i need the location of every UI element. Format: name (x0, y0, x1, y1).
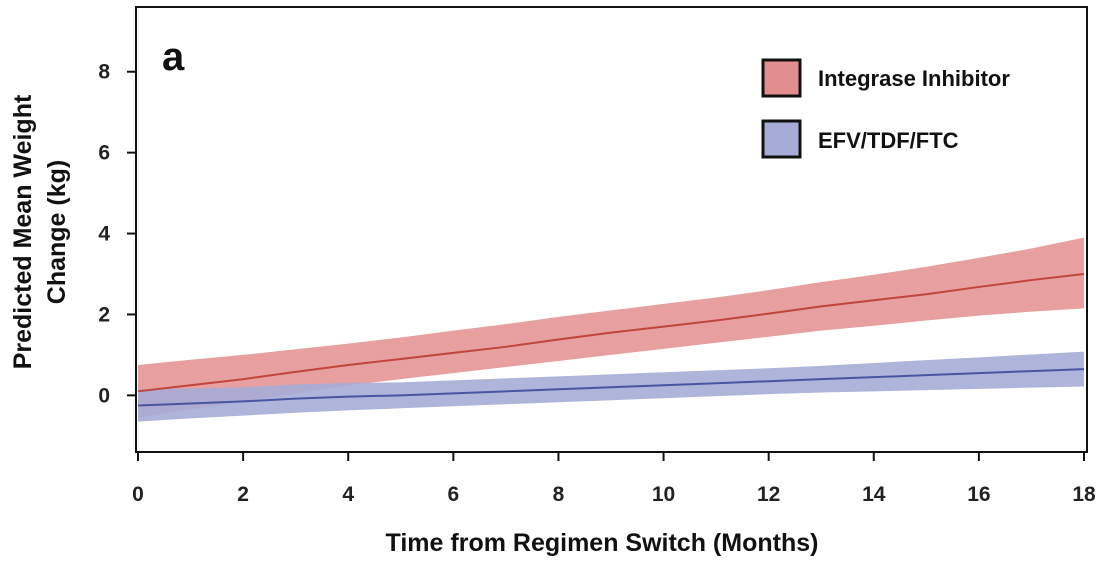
legend-label-efv-tdf-ftc: EFV/TDF/FTC (818, 128, 959, 153)
legend-swatch-integrase-inhibitor (761, 58, 802, 98)
x-tick-label: 6 (447, 483, 459, 506)
confidence-bands (138, 237, 1084, 422)
y-tick-label: 8 (98, 61, 110, 84)
series-line-integrase-inhibitor (137, 273, 1085, 393)
x-tick-label: 2 (237, 483, 249, 506)
y-tick-label: 6 (98, 142, 110, 165)
y-axis-title-line-1: Predicted Mean Weight (9, 94, 37, 369)
x-tick-label: 8 (553, 483, 565, 506)
y-tick-label: 0 (98, 384, 110, 407)
x-tick-label: 14 (862, 483, 886, 506)
x-tick-label: 18 (1072, 483, 1096, 506)
legend-swatch-efv-tdf-ftc (761, 119, 802, 159)
y-tick-label: 4 (98, 223, 110, 246)
x-tick-label: 12 (757, 483, 780, 506)
x-tick-label: 0 (132, 483, 144, 506)
legend-label-integrase-inhibitor: Integrase Inhibitor (818, 66, 1010, 91)
series-line-efv-tdf-ftc (137, 368, 1085, 407)
x-tick-label: 10 (652, 483, 675, 506)
y-tick-label: 2 (98, 303, 110, 326)
x-tick-label: 16 (967, 483, 990, 506)
y-axis: 0 2 4 6 8 (98, 61, 136, 407)
plot-area-frame (135, 6, 1088, 453)
legend: Integrase Inhibitor EFV/TDF/FTC (761, 58, 1010, 159)
x-axis-title: Time from Regimen Switch (Months) (386, 529, 819, 557)
x-axis: 0 2 4 6 8 10 12 14 16 18 (132, 452, 1096, 506)
panel-label: a (162, 35, 185, 79)
x-tick-label: 4 (342, 483, 354, 506)
series-lines (137, 273, 1085, 407)
y-axis-title-line-2: Change (kg) (43, 160, 71, 304)
y-axis-title: Predicted Mean Weight Change (kg) (9, 94, 71, 369)
confidence-band-integrase-inhibitor (138, 237, 1084, 418)
